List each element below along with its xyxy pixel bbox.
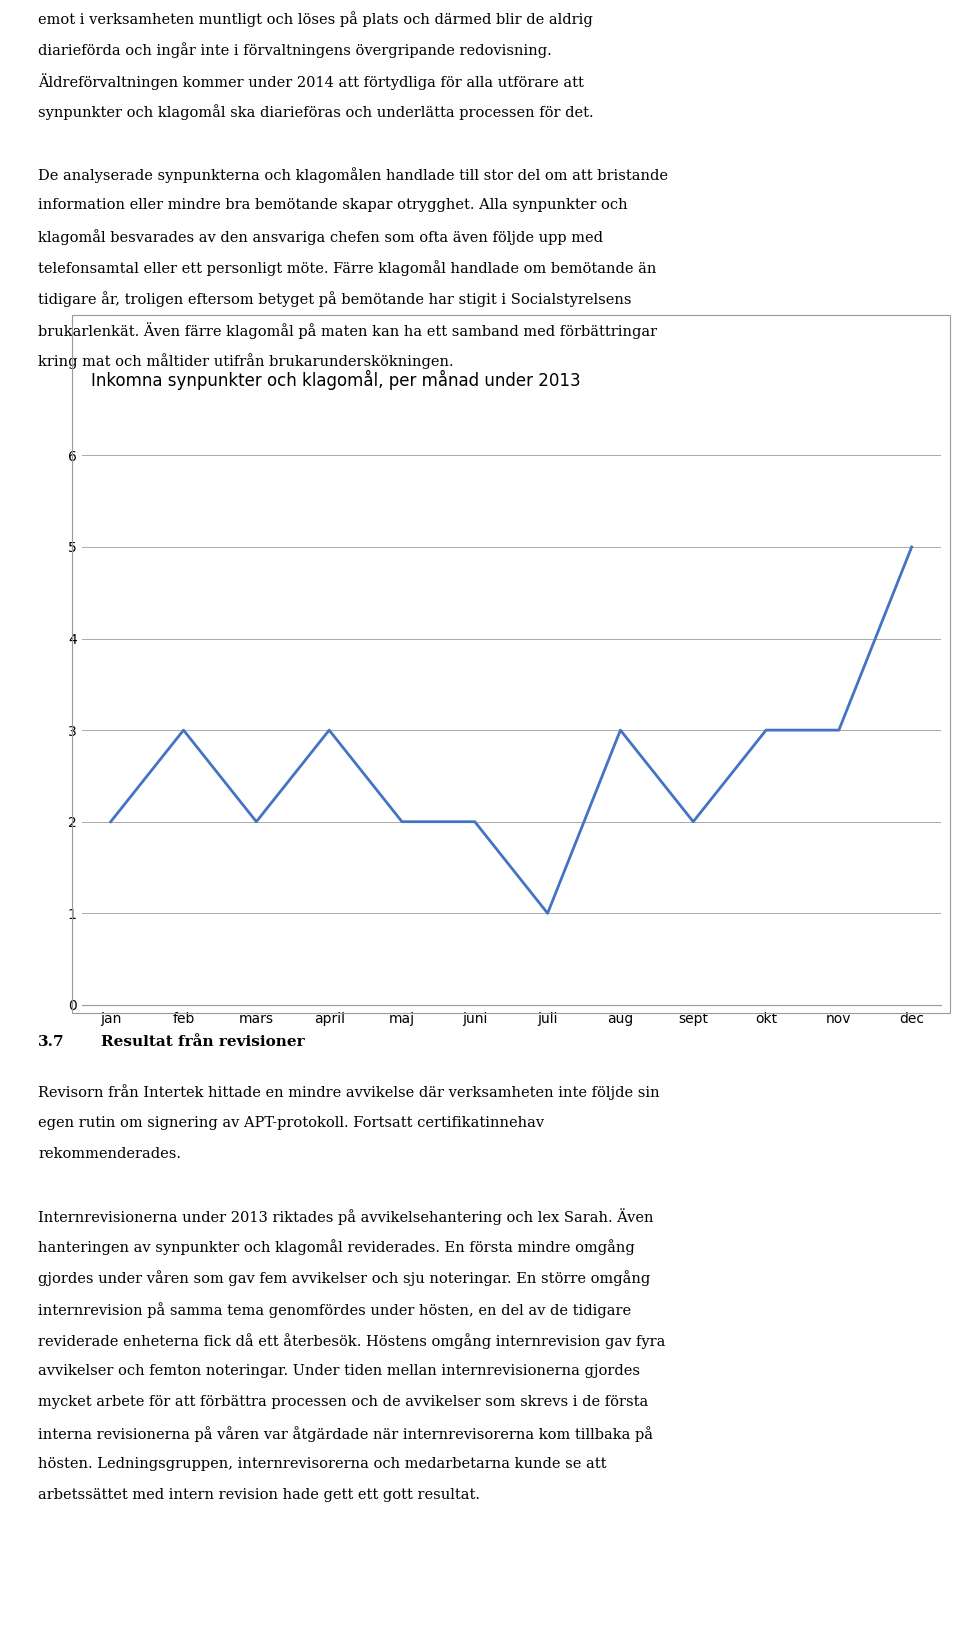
Text: internrevision på samma tema genomfördes under hösten, en del av de tidigare: internrevision på samma tema genomfördes… [38, 1302, 632, 1317]
Text: diarieförda och ingår inte i förvaltningens övergripande redovisning.: diarieförda och ingår inte i förvaltning… [38, 43, 552, 58]
Text: hanteringen av synpunkter och klagomål reviderades. En första mindre omgång: hanteringen av synpunkter och klagomål r… [38, 1239, 636, 1256]
Text: Inkomna synpunkter och klagomål, per månad under 2013: Inkomna synpunkter och klagomål, per mån… [91, 370, 581, 389]
Text: telefonsamtal eller ett personligt möte. Färre klagomål handlade om bemötande än: telefonsamtal eller ett personligt möte.… [38, 259, 657, 276]
Text: De analyserade synpunkterna och klagomålen handlade till stor del om att bristan: De analyserade synpunkterna och klagomål… [38, 167, 668, 183]
Text: interna revisionerna på våren var åtgärdade när internrevisorerna kom tillbaka p: interna revisionerna på våren var åtgärd… [38, 1426, 654, 1442]
Text: information eller mindre bra bemötande skapar otrygghet. Alla synpunkter och: information eller mindre bra bemötande s… [38, 198, 628, 211]
Text: Internrevisionerna under 2013 riktades på avvikelsehantering och lex Sarah. Även: Internrevisionerna under 2013 riktades p… [38, 1208, 654, 1226]
Text: brukarlenkät. Även färre klagomål på maten kan ha ett samband med förbättringar: brukarlenkät. Även färre klagomål på mat… [38, 322, 658, 338]
Text: Resultat från revisioner: Resultat från revisioner [101, 1035, 304, 1049]
Text: avvikelser och femton noteringar. Under tiden mellan internrevisionerna gjordes: avvikelser och femton noteringar. Under … [38, 1363, 640, 1378]
Text: arbetssättet med intern revision hade gett ett gott resultat.: arbetssättet med intern revision hade ge… [38, 1488, 480, 1502]
Text: hösten. Ledningsgruppen, internrevisorerna och medarbetarna kunde se att: hösten. Ledningsgruppen, internrevisorer… [38, 1457, 607, 1470]
Text: Revisorn från Intertek hittade en mindre avvikelse där verksamheten inte följde : Revisorn från Intertek hittade en mindre… [38, 1084, 660, 1101]
Text: egen rutin om signering av APT-protokoll. Fortsatt certifikatinnehav: egen rutin om signering av APT-protokoll… [38, 1115, 544, 1130]
Text: mycket arbete för att förbättra processen och de avvikelser som skrevs i de förs: mycket arbete för att förbättra processe… [38, 1394, 649, 1409]
Text: gjordes under våren som gav fem avvikelser och sju noteringar. En större omgång: gjordes under våren som gav fem avvikels… [38, 1270, 651, 1287]
Text: tidigare år, troligen eftersom betyget på bemötande har stigit i Socialstyrelsen: tidigare år, troligen eftersom betyget p… [38, 290, 632, 307]
Text: 3.7: 3.7 [38, 1035, 65, 1049]
Text: klagomål besvarades av den ansvariga chefen som ofta även följde upp med: klagomål besvarades av den ansvariga che… [38, 229, 604, 244]
Text: Äldreförvaltningen kommer under 2014 att förtydliga för alla utförare att: Äldreförvaltningen kommer under 2014 att… [38, 74, 585, 91]
Text: emot i verksamheten muntligt och löses på plats och därmed blir de aldrig: emot i verksamheten muntligt och löses p… [38, 12, 593, 28]
Text: rekommenderades.: rekommenderades. [38, 1147, 181, 1160]
Text: synpunkter och klagomål ska diarieföras och underlätta processen för det.: synpunkter och klagomål ska diarieföras … [38, 104, 594, 120]
Text: kring mat och måltider utifrån brukarunderskökningen.: kring mat och måltider utifrån brukarund… [38, 353, 454, 368]
Text: reviderade enheterna fick då ett återbesök. Höstens omgång internrevision gav fy: reviderade enheterna fick då ett återbes… [38, 1333, 666, 1348]
